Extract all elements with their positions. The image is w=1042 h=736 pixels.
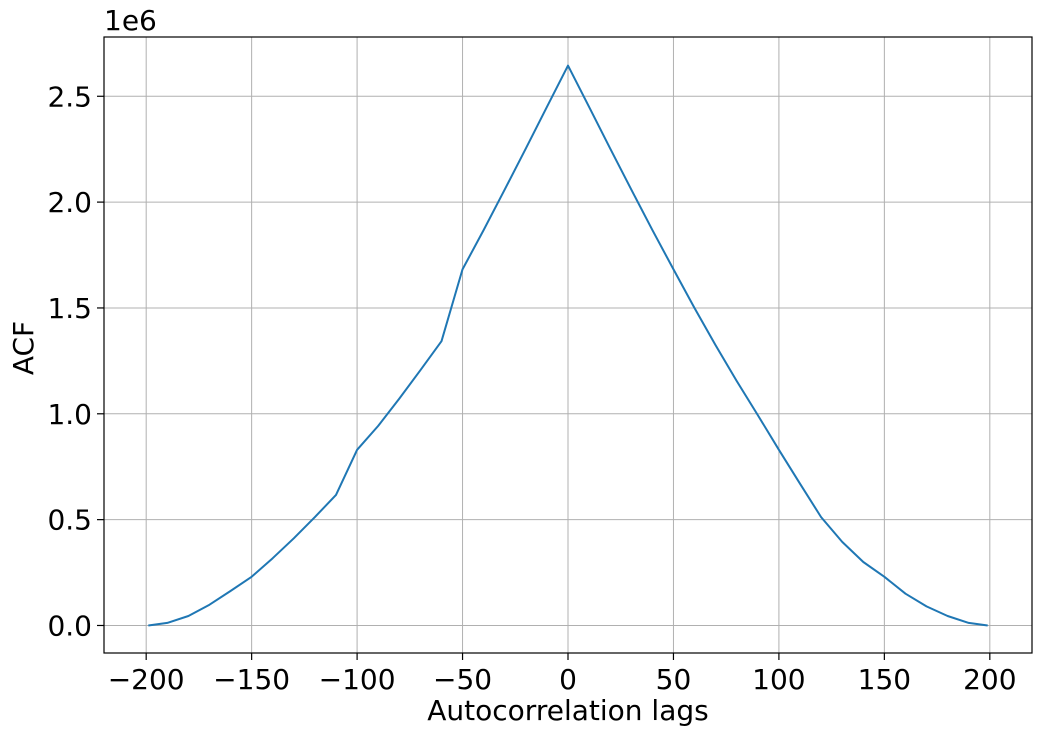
y-offset-label: 1e6 xyxy=(104,4,157,37)
x-tick-label: −200 xyxy=(108,663,185,696)
grid xyxy=(104,37,1032,653)
x-tick-label: 150 xyxy=(858,663,911,696)
series-layer xyxy=(148,64,988,627)
y-axis-label: ACF xyxy=(7,321,40,375)
x-tick-label: −100 xyxy=(319,663,396,696)
x-tick-label: −50 xyxy=(433,663,492,696)
y-tick-label: 1.5 xyxy=(47,292,92,325)
y-tick-label: 1.0 xyxy=(47,398,92,431)
y-tick-label: 2.5 xyxy=(47,80,92,113)
y-tick-label: 0.0 xyxy=(47,609,92,642)
y-tick-label: 2.0 xyxy=(47,186,92,219)
x-tick-label: 50 xyxy=(656,663,692,696)
y-tick-label: 0.5 xyxy=(47,504,92,537)
y-axis-ticks: 0.0 0.5 1.0 1.5 2.0 2.5 xyxy=(47,80,104,642)
x-axis-ticks: −200 −150 −100 −50 0 50 100 150 200 xyxy=(108,653,1017,696)
x-axis-label: Autocorrelation lags xyxy=(427,694,708,727)
x-tick-label: 200 xyxy=(963,663,1016,696)
acf-series-line xyxy=(148,64,988,627)
x-tick-label: 0 xyxy=(559,663,577,696)
x-tick-label: 100 xyxy=(752,663,805,696)
x-tick-label: −150 xyxy=(213,663,290,696)
